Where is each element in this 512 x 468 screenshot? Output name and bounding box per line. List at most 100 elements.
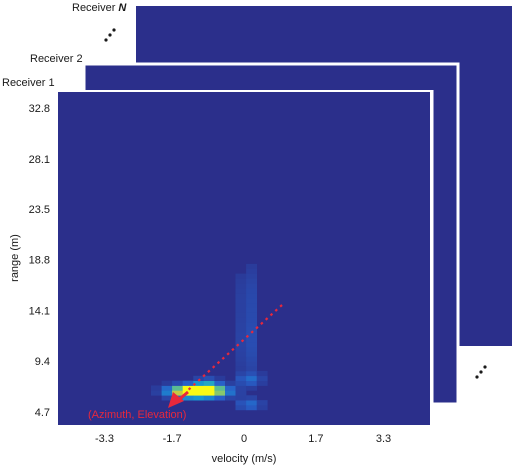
heatmap-cell bbox=[214, 375, 226, 381]
heatmap-cell bbox=[193, 395, 205, 401]
heatmap-cell bbox=[235, 317, 247, 323]
heatmap-cell bbox=[235, 400, 247, 406]
y-tick-label: 4.7 bbox=[35, 407, 50, 419]
y-axis-ticks: 32.8 28.1 23.5 18.8 14.1 9.4 4.7 bbox=[29, 103, 50, 419]
x-tick-label: 3.3 bbox=[376, 433, 391, 445]
annotation-arrow-head bbox=[168, 392, 184, 408]
heatmap-cell bbox=[246, 332, 257, 338]
heatmap-cell bbox=[235, 341, 247, 347]
ellipsis-bottom-icon bbox=[475, 365, 487, 379]
heatmap-cell bbox=[256, 405, 268, 411]
heatmap-cell bbox=[203, 380, 215, 386]
heatmap-cell bbox=[246, 322, 257, 328]
heatmap-cell bbox=[256, 375, 268, 381]
heatmap-cell bbox=[225, 395, 236, 401]
heatmap-cell bbox=[172, 390, 183, 396]
heatmap-cell bbox=[235, 356, 247, 362]
heatmap-cell bbox=[235, 351, 247, 357]
heatmap-cell bbox=[235, 366, 247, 372]
heatmap-cell bbox=[246, 395, 257, 401]
heatmap-cell bbox=[246, 380, 257, 386]
heatmap-cell bbox=[193, 390, 205, 396]
heatmap-cell bbox=[246, 361, 257, 367]
heatmap-cell bbox=[246, 400, 257, 406]
heatmap-cell bbox=[214, 385, 226, 391]
heatmap-cell bbox=[246, 288, 257, 294]
x-axis-ticks: -3.3 -1.7 0 1.7 3.3 bbox=[95, 433, 391, 445]
heatmap-cell bbox=[225, 380, 236, 386]
heatmap-cell bbox=[246, 366, 257, 372]
x-axis-label: velocity (m/s) bbox=[212, 453, 277, 465]
heatmap-cell bbox=[246, 327, 257, 333]
heatmap-cell bbox=[172, 380, 183, 386]
heatmap-cell bbox=[203, 395, 215, 401]
annotation-label: (Azimuth, Elevation) bbox=[88, 409, 186, 421]
heatmap-cell bbox=[246, 317, 257, 323]
heatmap-cell bbox=[235, 361, 247, 367]
trajectory-dotted-line bbox=[185, 304, 283, 393]
heatmap-cell bbox=[256, 380, 268, 386]
heatmap-cell bbox=[214, 395, 226, 401]
heatmap-cell bbox=[256, 370, 268, 377]
heatmap-cell bbox=[235, 380, 247, 386]
heatmap-cell bbox=[246, 283, 257, 289]
heatmap-cell bbox=[246, 302, 257, 308]
heatmap-cell bbox=[235, 312, 247, 318]
heatmap-cell bbox=[235, 370, 247, 377]
heatmap-cell bbox=[235, 288, 247, 294]
x-tick-label: 1.7 bbox=[308, 433, 323, 445]
heatmap-cell bbox=[235, 298, 247, 304]
heatmap-cell bbox=[193, 380, 205, 386]
heatmap-cell bbox=[235, 332, 247, 338]
ellipsis-top-icon bbox=[104, 28, 116, 42]
y-tick-label: 32.8 bbox=[29, 103, 50, 115]
heatmap-cell bbox=[246, 298, 257, 304]
heatmap-cell bbox=[246, 336, 257, 343]
heatmap-cell bbox=[246, 263, 257, 270]
heatmap-cell bbox=[246, 293, 257, 299]
heatmap-cell bbox=[235, 346, 247, 352]
heatmap-cell bbox=[182, 395, 194, 401]
heatmap-cell bbox=[161, 380, 173, 386]
heatmap-cell bbox=[246, 273, 257, 279]
heatmap-cell bbox=[161, 385, 173, 391]
heatmap-cells bbox=[151, 263, 268, 411]
heatmap-cell bbox=[193, 375, 205, 381]
heatmap-cell bbox=[235, 322, 247, 328]
heatmap-cell bbox=[235, 307, 247, 313]
y-tick-label: 28.1 bbox=[29, 154, 50, 166]
heatmap-cell bbox=[246, 278, 257, 284]
heatmap-cell bbox=[193, 385, 205, 391]
heatmap-cell bbox=[235, 395, 247, 401]
receiver-2-label: Receiver 2 bbox=[30, 53, 83, 65]
heatmap-cell bbox=[246, 356, 257, 362]
y-axis-label: range (m) bbox=[9, 234, 21, 282]
heatmap-cell bbox=[214, 380, 226, 386]
receiver-n-label: Receiver N bbox=[72, 2, 127, 14]
heatmap-cell bbox=[203, 390, 215, 396]
x-tick-label: -3.3 bbox=[95, 433, 114, 445]
heatmap-cell bbox=[235, 293, 247, 299]
heatmap-cell bbox=[225, 385, 236, 391]
heatmap-cell bbox=[246, 375, 257, 381]
heatmap-cell bbox=[225, 390, 236, 396]
heatmap-cell bbox=[246, 307, 257, 313]
heatmap-cell bbox=[235, 405, 247, 411]
heatmap-cell bbox=[203, 375, 215, 381]
heatmap-cell bbox=[235, 278, 247, 284]
heatmap-cell bbox=[256, 400, 268, 406]
heatmap-cell bbox=[151, 390, 162, 396]
heatmap-cell bbox=[246, 370, 257, 377]
y-tick-label: 23.5 bbox=[29, 204, 50, 216]
heatmap-cell bbox=[161, 390, 173, 396]
heatmap-cell bbox=[246, 268, 257, 274]
y-tick-label: 18.8 bbox=[29, 255, 50, 267]
heatmap-cell bbox=[172, 385, 183, 391]
heatmap-cell bbox=[214, 390, 226, 396]
heatmap-cell bbox=[246, 351, 257, 357]
heatmap-cell bbox=[235, 283, 247, 289]
heatmap-cell bbox=[235, 327, 247, 333]
heatmap-cell bbox=[246, 341, 257, 347]
heatmap-cell bbox=[235, 385, 247, 391]
y-tick-label: 14.1 bbox=[29, 305, 50, 317]
